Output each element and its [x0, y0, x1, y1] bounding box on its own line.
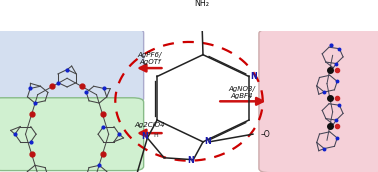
Text: –O: –O	[261, 130, 271, 139]
Text: N: N	[141, 132, 148, 141]
Text: NH₂: NH₂	[194, 0, 209, 8]
FancyBboxPatch shape	[259, 29, 378, 172]
Text: AgPF6/
AgOTf: AgPF6/ AgOTf	[138, 52, 162, 65]
Text: Ag2ClO4: Ag2ClO4	[134, 122, 165, 128]
Text: AgNO3/
AgBF4: AgNO3/ AgBF4	[228, 86, 256, 99]
Text: N: N	[204, 137, 211, 146]
FancyBboxPatch shape	[0, 29, 144, 103]
Text: N: N	[187, 156, 194, 165]
Text: N: N	[250, 72, 257, 81]
Text: H: H	[154, 133, 158, 138]
FancyBboxPatch shape	[0, 98, 144, 171]
